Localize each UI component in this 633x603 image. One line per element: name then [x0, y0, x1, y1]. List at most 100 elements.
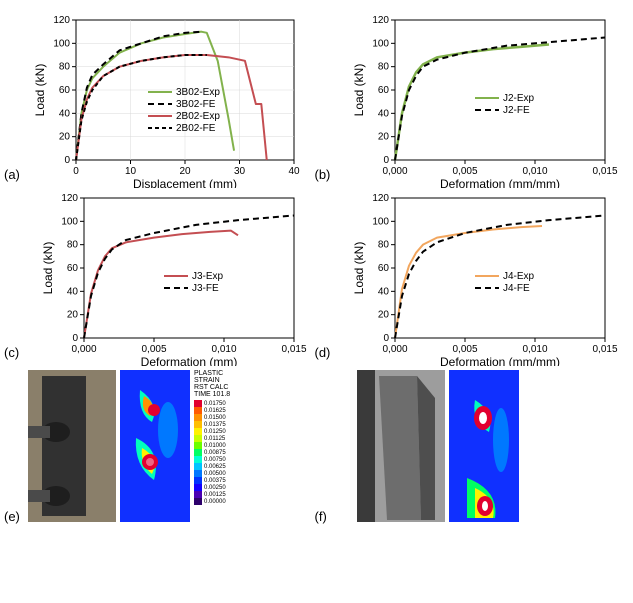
colorbar-swatch: [194, 414, 202, 421]
panel-label-f: (f): [315, 509, 327, 524]
svg-text:0,000: 0,000: [382, 166, 407, 177]
svg-text:Load (kN): Load (kN): [352, 242, 366, 295]
svg-text:20: 20: [59, 132, 71, 143]
svg-text:Displacement (mm): Displacement (mm): [133, 177, 237, 188]
panel-label-b: (b): [315, 167, 331, 182]
svg-text:40: 40: [59, 108, 71, 119]
svg-text:J4-Exp: J4-Exp: [503, 271, 535, 282]
svg-text:100: 100: [372, 216, 389, 227]
svg-text:Load (kN): Load (kN): [41, 242, 55, 295]
svg-text:J3-Exp: J3-Exp: [192, 271, 224, 282]
svg-text:60: 60: [377, 85, 389, 96]
colorbar-title3: RST CALC: [194, 384, 230, 391]
colorbar-row: 0.00125: [194, 491, 230, 498]
panel-a: 020406080100120010203040Load (kN)Displac…: [6, 10, 317, 188]
bottom-row: PLASTIC STRAIN RST CALC TIME 101.8 0.017…: [0, 366, 633, 522]
colorbar-row: 0.01250: [194, 428, 230, 435]
svg-text:0,010: 0,010: [211, 344, 236, 355]
svg-text:0,005: 0,005: [141, 344, 166, 355]
svg-text:40: 40: [288, 166, 300, 177]
colorbar-value: 0.01000: [204, 443, 226, 449]
svg-text:20: 20: [179, 166, 191, 177]
colorbar-row: 0.00625: [194, 463, 230, 470]
svg-text:0,010: 0,010: [522, 344, 547, 355]
svg-text:0: 0: [73, 166, 79, 177]
chart-b: 0204060801001200,0000,0050,0100,015Load …: [339, 10, 628, 188]
svg-text:20: 20: [377, 132, 389, 143]
svg-text:120: 120: [372, 193, 389, 204]
colorbar-row: 0.01750: [194, 400, 230, 407]
svg-text:20: 20: [377, 310, 389, 321]
svg-text:120: 120: [53, 15, 70, 26]
panel-label-c: (c): [4, 345, 19, 360]
svg-text:60: 60: [67, 263, 79, 274]
colorbar-swatch: [194, 442, 202, 449]
colorbar-levels: 0.017500.016250.015000.013750.012500.011…: [194, 400, 230, 505]
svg-text:0,015: 0,015: [592, 166, 617, 177]
colorbar-swatch: [194, 456, 202, 463]
svg-text:J3-FE: J3-FE: [192, 283, 219, 294]
svg-text:100: 100: [53, 38, 70, 49]
colorbar-row: 0.01500: [194, 414, 230, 421]
colorbar-value: 0.00875: [204, 450, 226, 456]
colorbar-swatch: [194, 484, 202, 491]
svg-text:0,005: 0,005: [452, 344, 477, 355]
colorbar-e: PLASTIC STRAIN RST CALC TIME 101.8 0.017…: [194, 370, 230, 505]
panel-label-e: (e): [4, 509, 20, 524]
colorbar-row: 0.00375: [194, 477, 230, 484]
photo-f: [357, 370, 445, 522]
colorbar-value: 0.00375: [204, 478, 226, 484]
svg-text:3B02-Exp: 3B02-Exp: [176, 87, 220, 98]
svg-text:40: 40: [67, 286, 79, 297]
svg-text:Load (kN): Load (kN): [352, 64, 366, 117]
colorbar-value: 0.01500: [204, 415, 226, 421]
colorbar-value: 0.01625: [204, 408, 226, 414]
svg-text:0,010: 0,010: [522, 166, 547, 177]
figure-grid: 020406080100120010203040Load (kN)Displac…: [0, 0, 633, 366]
panel-label-a: (a): [4, 167, 20, 182]
sim-e: [120, 370, 190, 522]
chart-d: 0204060801001200,0000,0050,0100,015Load …: [339, 188, 628, 366]
sim-f: [449, 370, 519, 522]
svg-text:40: 40: [377, 108, 389, 119]
svg-text:0,005: 0,005: [452, 166, 477, 177]
photo-e: [28, 370, 116, 522]
svg-text:J2-Exp: J2-Exp: [503, 93, 535, 104]
colorbar-title2: STRAIN: [194, 377, 230, 384]
colorbar-value: 0.00250: [204, 485, 226, 491]
colorbar-swatch: [194, 421, 202, 428]
colorbar-swatch: [194, 449, 202, 456]
colorbar-value: 0.00125: [204, 492, 226, 498]
svg-text:0,015: 0,015: [281, 344, 306, 355]
svg-text:0,015: 0,015: [592, 344, 617, 355]
colorbar-value: 0.00000: [204, 499, 226, 505]
colorbar-value: 0.01125: [204, 436, 225, 442]
svg-text:Load (kN): Load (kN): [33, 64, 47, 117]
panel-e: PLASTIC STRAIN RST CALC TIME 101.8 0.017…: [6, 370, 317, 522]
svg-text:80: 80: [377, 62, 389, 73]
chart-c: 0204060801001200,0000,0050,0100,015Load …: [28, 188, 317, 366]
colorbar-swatch: [194, 463, 202, 470]
svg-text:J4-FE: J4-FE: [503, 283, 530, 294]
svg-text:20: 20: [67, 310, 79, 321]
colorbar-swatch: [194, 477, 202, 484]
colorbar-swatch: [194, 470, 202, 477]
colorbar-title1: PLASTIC: [194, 370, 230, 377]
colorbar-row: 0.01375: [194, 421, 230, 428]
panel-f-content: [357, 370, 628, 522]
colorbar-row: 0.00750: [194, 456, 230, 463]
colorbar-row: 0.01000: [194, 442, 230, 449]
colorbar-swatch: [194, 428, 202, 435]
svg-text:120: 120: [61, 193, 78, 204]
colorbar-title4: TIME 101.8: [194, 391, 230, 398]
svg-text:120: 120: [372, 15, 389, 26]
colorbar-row: 0.01625: [194, 407, 230, 414]
colorbar-swatch: [194, 407, 202, 414]
svg-text:10: 10: [125, 166, 137, 177]
svg-text:J2-FE: J2-FE: [503, 105, 530, 116]
colorbar-row: 0.00875: [194, 449, 230, 456]
svg-text:30: 30: [234, 166, 246, 177]
colorbar-swatch: [194, 435, 202, 442]
svg-text:80: 80: [59, 62, 71, 73]
svg-text:80: 80: [67, 240, 79, 251]
